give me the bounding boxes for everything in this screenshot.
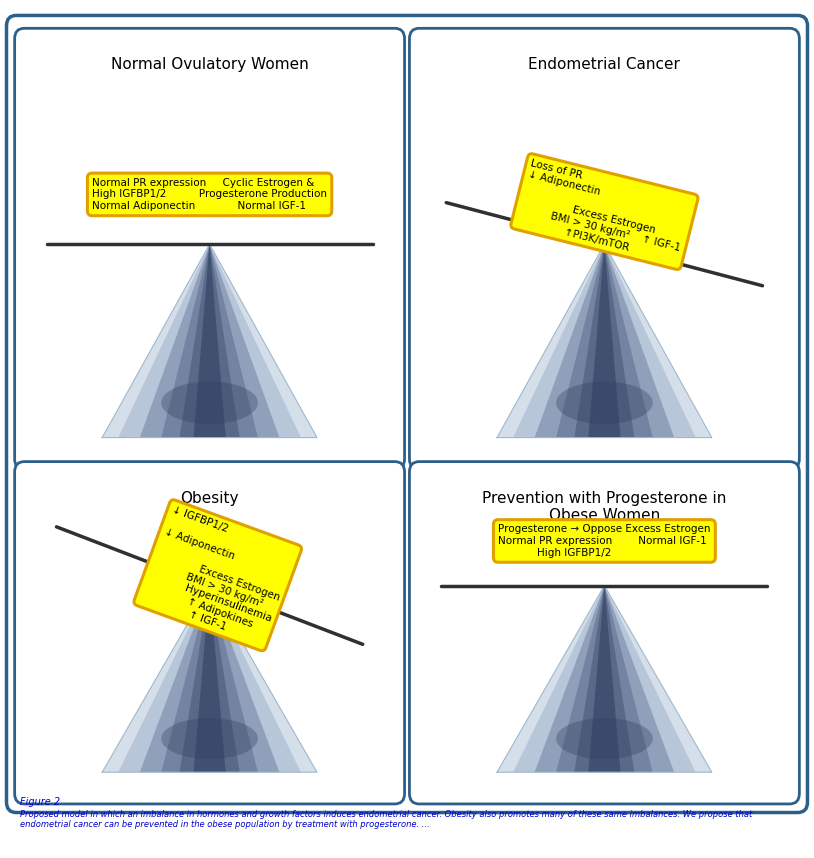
Polygon shape: [180, 245, 239, 438]
Ellipse shape: [556, 718, 653, 759]
Polygon shape: [556, 245, 653, 438]
Text: Progesterone → Oppose Excess Estrogen
Normal PR expression        Normal IGF-1
 : Progesterone → Oppose Excess Estrogen No…: [498, 524, 711, 558]
Ellipse shape: [161, 718, 258, 759]
Text: Loss of PR
↓ Adiponectin

                Excess Estrogen
          BMI > 30 kg/: Loss of PR ↓ Adiponectin Excess Estrogen…: [515, 159, 694, 264]
Polygon shape: [161, 245, 258, 438]
Polygon shape: [513, 245, 696, 438]
Text: Normal Ovulatory Women: Normal Ovulatory Women: [111, 57, 309, 72]
Polygon shape: [140, 585, 279, 772]
FancyBboxPatch shape: [409, 28, 799, 469]
Polygon shape: [118, 245, 301, 438]
Text: Obesity: Obesity: [181, 491, 239, 505]
Text: Normal PR expression     Cyclic Estrogen &
High IGFBP1/2          Progesterone P: Normal PR expression Cyclic Estrogen & H…: [92, 178, 327, 211]
Polygon shape: [589, 585, 620, 772]
Polygon shape: [556, 585, 653, 772]
Text: Prevention with Progesterone in
Obese Women: Prevention with Progesterone in Obese Wo…: [482, 491, 727, 523]
FancyBboxPatch shape: [15, 28, 405, 469]
Polygon shape: [103, 585, 317, 772]
Polygon shape: [194, 585, 225, 772]
Text: Figure 2: Figure 2: [20, 796, 60, 807]
FancyBboxPatch shape: [409, 462, 799, 804]
Polygon shape: [497, 245, 711, 438]
FancyBboxPatch shape: [7, 15, 807, 813]
Text: ↓ IGFBP1/2

↓ Adiponectin

              Excess Estrogen
           BMI > 30 kg/: ↓ IGFBP1/2 ↓ Adiponectin Excess Estrogen…: [139, 505, 296, 646]
Polygon shape: [140, 245, 279, 438]
Polygon shape: [497, 585, 711, 772]
Ellipse shape: [161, 382, 258, 424]
Polygon shape: [194, 245, 225, 438]
Ellipse shape: [556, 382, 653, 424]
Polygon shape: [589, 245, 620, 438]
Polygon shape: [575, 245, 634, 438]
Polygon shape: [103, 245, 317, 438]
Polygon shape: [180, 585, 239, 772]
Polygon shape: [161, 585, 258, 772]
FancyBboxPatch shape: [15, 462, 405, 804]
Polygon shape: [575, 585, 634, 772]
Polygon shape: [535, 245, 674, 438]
Text: Proposed model in which an imbalance in hormones and growth factors induces endo: Proposed model in which an imbalance in …: [20, 810, 753, 830]
Polygon shape: [513, 585, 696, 772]
Polygon shape: [118, 585, 301, 772]
Polygon shape: [535, 585, 674, 772]
Text: Endometrial Cancer: Endometrial Cancer: [528, 57, 681, 72]
